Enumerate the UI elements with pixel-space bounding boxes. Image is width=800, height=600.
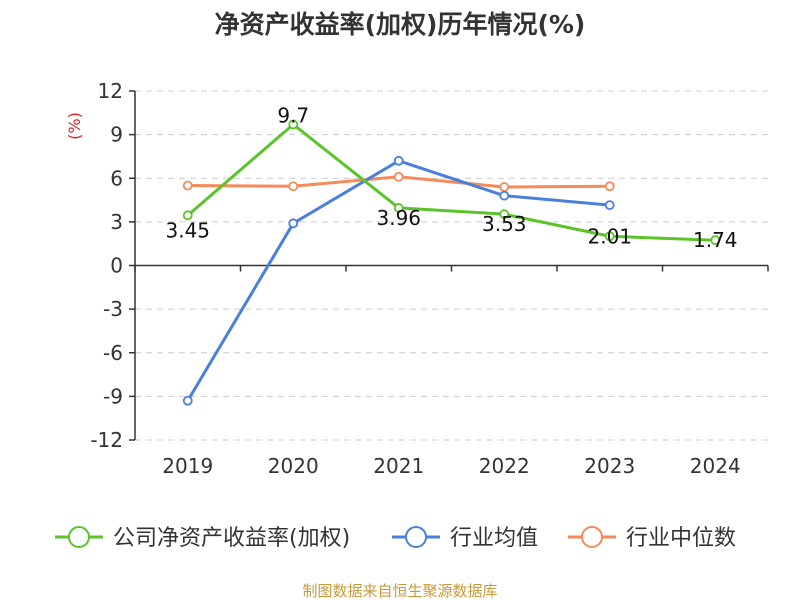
- y-tick-label: 0: [110, 254, 123, 278]
- legend-marker-1: [405, 526, 427, 548]
- y-tick-label: -9: [103, 384, 123, 408]
- x-tick-label: 2023: [584, 454, 635, 478]
- series-point-2: [182, 180, 193, 191]
- series-point-0: [499, 209, 510, 220]
- source-note: 制图数据来自恒生聚源数据库: [302, 582, 497, 600]
- series-point-0: [604, 231, 615, 242]
- series-point-2: [393, 171, 404, 182]
- x-tick-label: 2024: [690, 454, 741, 478]
- series-point-2: [604, 181, 615, 192]
- series-point-0: [182, 210, 193, 221]
- data-label: 3.96: [376, 206, 421, 230]
- data-label: 3.45: [165, 218, 210, 242]
- series-point-1: [604, 200, 615, 211]
- legend-label-0: 公司净资产收益率(加权): [113, 526, 350, 551]
- x-tick-label: 2019: [162, 454, 213, 478]
- series-point-1: [393, 155, 404, 166]
- data-label: 9.7: [277, 103, 309, 127]
- y-tick-label: -3: [103, 297, 123, 321]
- chart-title: 净资产收益率(加权)历年情况(%): [215, 10, 586, 39]
- series-point-0: [710, 235, 721, 246]
- series-point-2: [288, 181, 299, 192]
- series-point-2: [499, 182, 510, 192]
- x-tick-label: 2021: [373, 454, 424, 478]
- y-axis-unit-label: (%): [65, 112, 84, 140]
- data-label: 2.01: [587, 224, 632, 248]
- data-labels: 3.45 9.7 3.96 3.53 2.01 1.74: [165, 103, 737, 252]
- series-line-0: [186, 122, 716, 242]
- x-tick-label: 2022: [479, 454, 530, 478]
- legend: 公司净资产收益率(加权) 行业均值 行业中位数: [55, 526, 736, 551]
- series-lines: [182, 119, 721, 406]
- legend-label-2: 行业中位数: [626, 526, 736, 551]
- y-tick-label: 3: [110, 210, 123, 234]
- x-tick-label: 2020: [268, 454, 319, 478]
- y-tick-label: 12: [98, 79, 123, 103]
- axes: 12 9 6 3 0 -3 -6 -9 -12 2019 2020 2021 2022 2023 2024: [90, 79, 769, 478]
- data-label: 1.74: [693, 228, 738, 252]
- series-point-0: [288, 119, 299, 130]
- series-point-1: [182, 395, 193, 406]
- y-tick-label: -6: [103, 341, 123, 365]
- data-label: 3.53: [482, 212, 527, 236]
- y-tick-label: 6: [110, 166, 123, 190]
- legend-label-1: 行业均值: [450, 526, 538, 551]
- legend-marker-0: [68, 526, 90, 548]
- series-point-1: [499, 190, 510, 201]
- y-tick-label: 9: [110, 123, 123, 147]
- series-point-0: [393, 203, 404, 213]
- series-point-1: [288, 218, 299, 229]
- legend-marker-2: [581, 526, 603, 548]
- series-line-1: [186, 159, 610, 402]
- y-tick-label: -12: [90, 428, 123, 452]
